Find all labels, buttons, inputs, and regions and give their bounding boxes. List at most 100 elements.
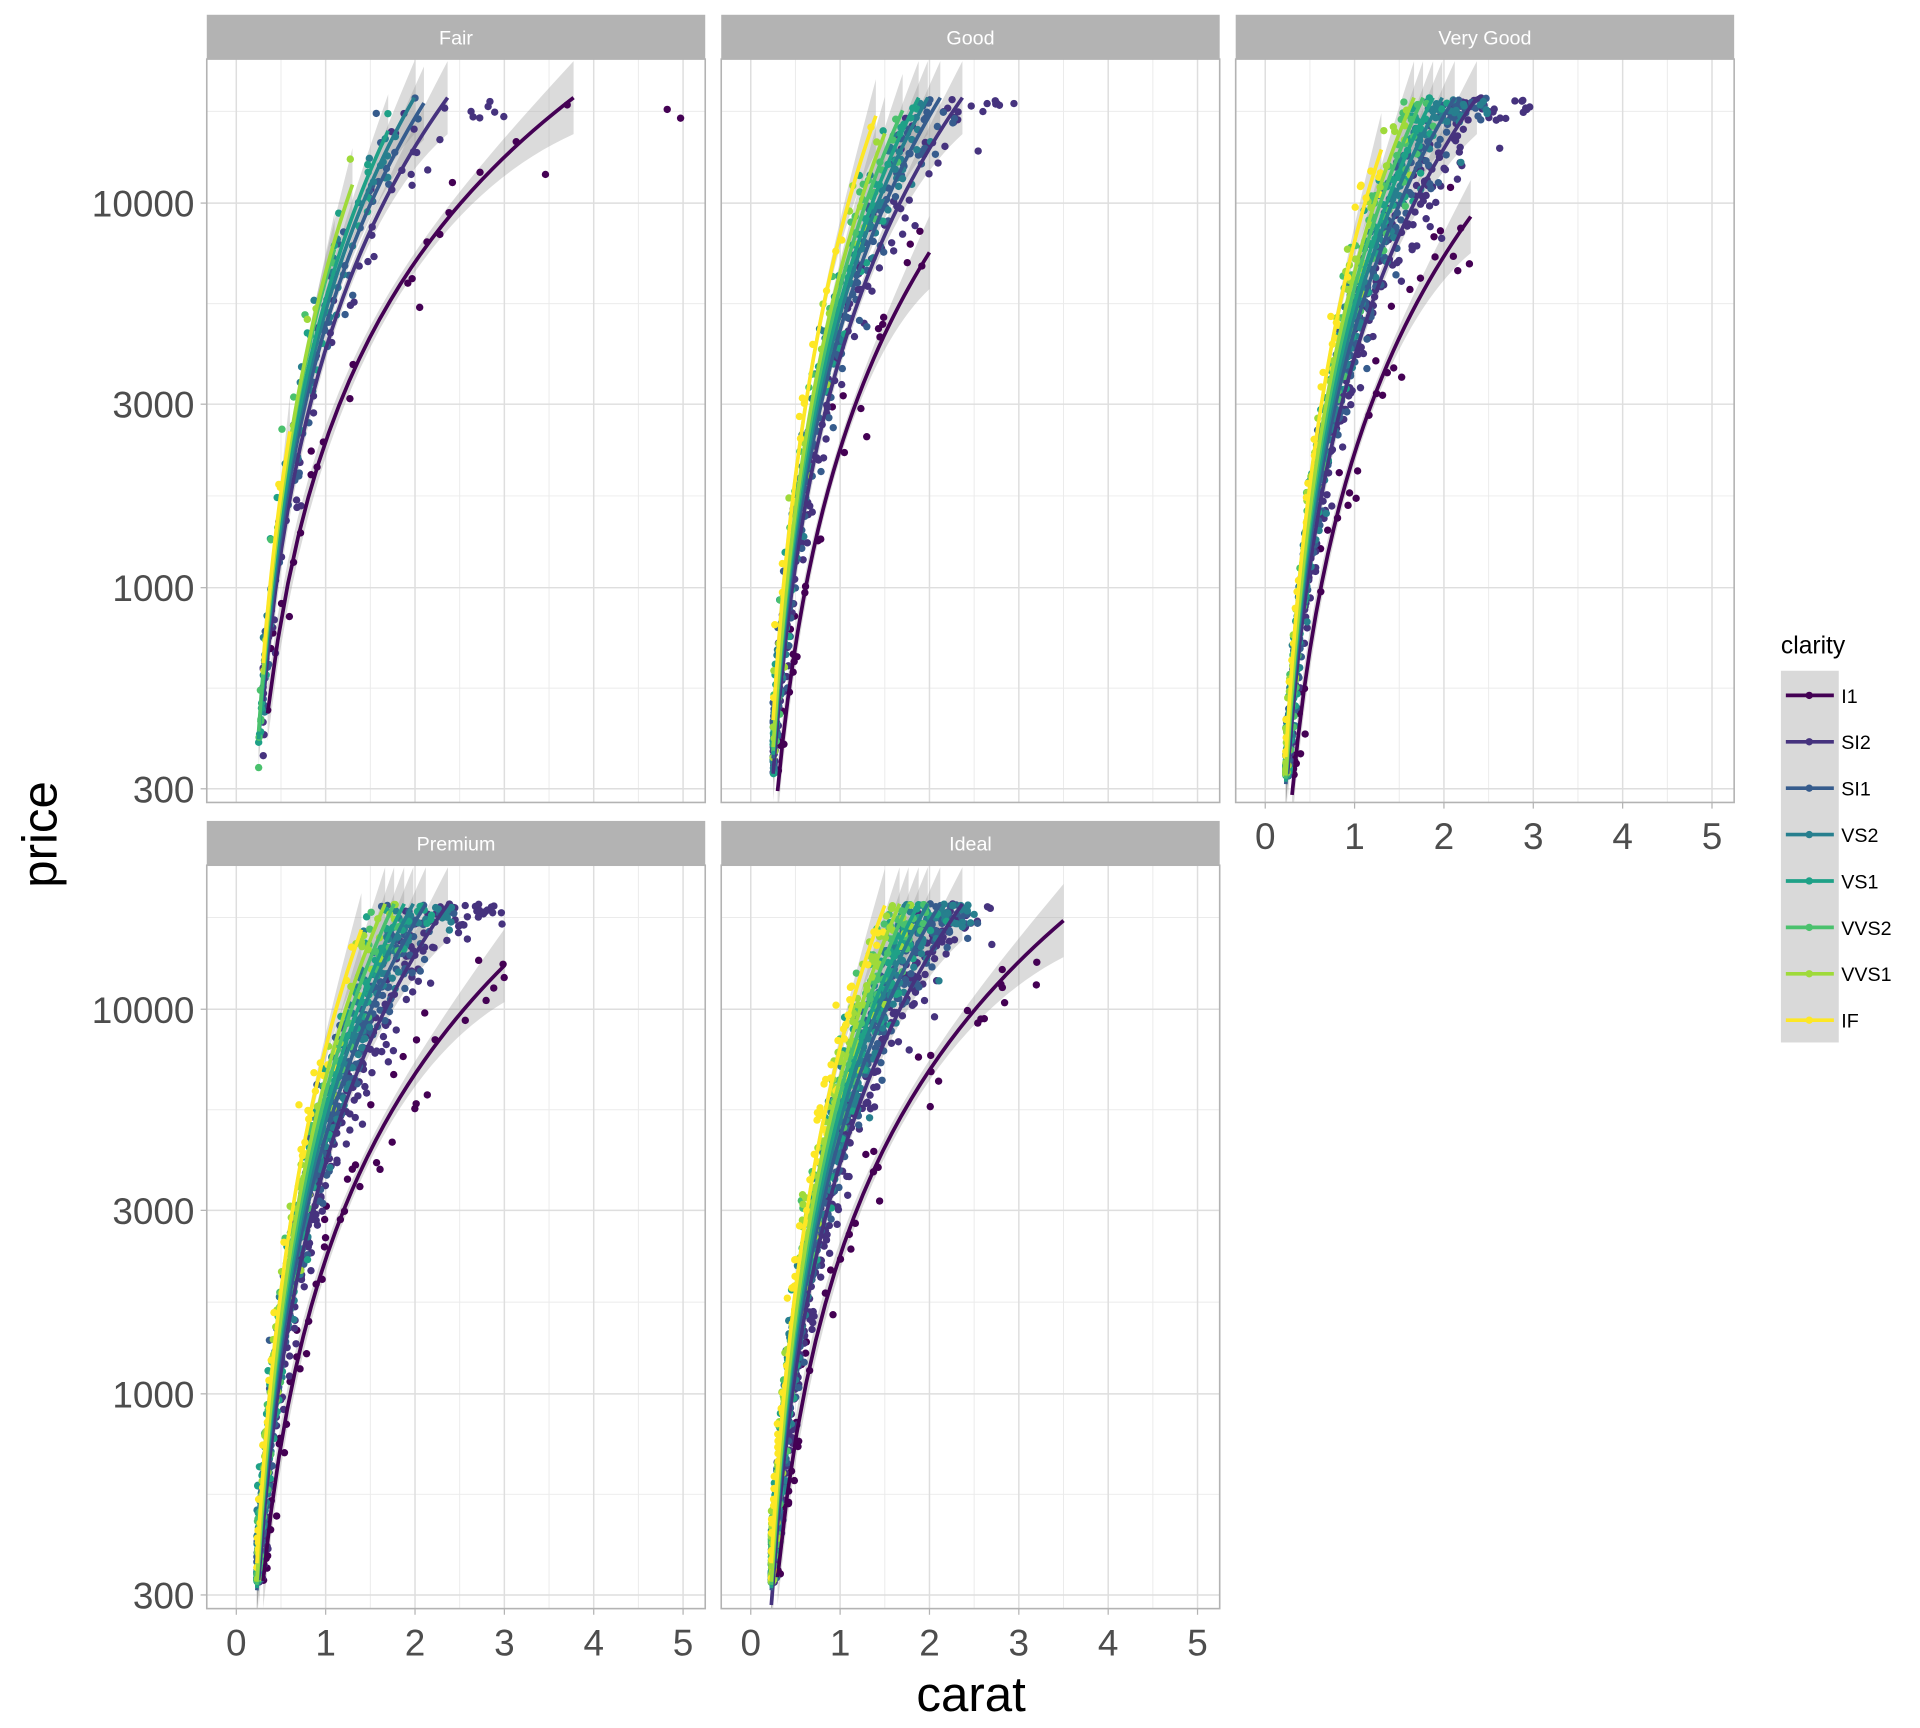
data-point-i1 (272, 1512, 281, 1520)
data-point-si1 (1363, 364, 1371, 373)
data-point-i1 (448, 178, 457, 187)
data-point-si2 (469, 113, 477, 121)
data-point-si2 (1464, 116, 1472, 124)
data-point-si2 (361, 1082, 369, 1091)
data-point-i1 (663, 105, 671, 114)
gridlines (721, 59, 1220, 803)
data-point-si2 (460, 921, 468, 929)
data-point-vs1 (303, 1256, 312, 1264)
data-point-i1 (1033, 958, 1041, 966)
data-point-si2 (1422, 215, 1430, 223)
data-point-si1 (1454, 96, 1463, 104)
data-point-si2 (967, 102, 975, 110)
smooth-line-if (1283, 148, 1384, 758)
data-point-si1 (795, 1383, 803, 1392)
ribbon-i1 (267, 61, 574, 741)
data-point-si1 (950, 114, 959, 123)
data-point-si2 (934, 159, 942, 167)
data-point-i1 (343, 1175, 352, 1183)
data-point-si1 (372, 109, 380, 118)
data-point-vs2 (310, 296, 318, 305)
data-point-si2 (898, 1012, 907, 1020)
facet-strip (206, 14, 706, 60)
x-tick-label: 2 (1434, 816, 1455, 857)
data-point-i1 (801, 1349, 810, 1357)
data-point-si2 (945, 937, 954, 946)
panel-border (720, 58, 1221, 804)
data-point-i1 (367, 1101, 375, 1109)
data-point-i1 (474, 956, 483, 965)
gridlines (721, 865, 1220, 1609)
facet-panel-good: Good (720, 14, 1221, 804)
data-point-si2 (825, 1249, 834, 1258)
data-point-si2 (930, 1013, 939, 1021)
data-point-si2 (1393, 258, 1401, 267)
data-point-si2 (318, 1207, 326, 1215)
data-point-i1 (1353, 467, 1362, 475)
smooth-line-if (771, 115, 878, 721)
data-point-vs1 (862, 259, 871, 267)
data-point-vvs1 (1380, 126, 1388, 135)
smooth-line-i1 (1290, 215, 1473, 796)
data-point-i1 (320, 1243, 329, 1251)
data-point-vs2 (391, 907, 400, 915)
smooth-lines (255, 902, 506, 1591)
data-point-vs1 (879, 127, 887, 135)
data-point-si2 (436, 135, 444, 144)
data-point-vs2 (964, 901, 972, 909)
data-point-vs2 (1482, 106, 1490, 114)
data-point-si2 (351, 1113, 359, 1122)
data-point-vs2 (365, 1023, 374, 1031)
data-point-vs1 (362, 913, 371, 921)
data-point-vvs1 (358, 943, 366, 951)
data-point-si2 (358, 1120, 367, 1128)
data-point-vs2 (394, 968, 403, 976)
data-point-si2 (382, 1040, 390, 1049)
data-point-vs2 (889, 1000, 897, 1008)
data-point-si2 (1432, 198, 1440, 207)
data-point-i1 (916, 227, 924, 235)
data-point-vs2 (361, 1034, 369, 1043)
facet-strip-label: Fair (439, 27, 473, 49)
smooth-line-i1 (261, 964, 506, 1582)
data-point-si2 (350, 298, 358, 306)
data-point-si1 (878, 1076, 886, 1084)
data-point-i1 (423, 1091, 431, 1099)
ribbon-i1 (263, 929, 505, 1609)
data-point-i1 (412, 1100, 420, 1108)
data-point-si2 (870, 1083, 878, 1092)
data-point-i1 (863, 433, 871, 441)
data-point-si2 (313, 1221, 322, 1229)
data-point-si2 (834, 1205, 843, 1214)
x-tick-label: 5 (1702, 816, 1723, 857)
y-tick-label: 300 (133, 1575, 195, 1616)
data-point-si1 (1442, 151, 1450, 159)
data-point-si2 (988, 940, 996, 949)
data-point-vvs2 (254, 763, 263, 772)
smooth-lines (256, 96, 575, 740)
data-point-si2 (285, 1372, 294, 1380)
data-point-i1 (926, 1102, 934, 1111)
data-point-i1 (879, 313, 888, 322)
smooth-line-if (255, 929, 364, 1564)
data-point-i1 (500, 973, 508, 982)
data-point-si2 (843, 1172, 851, 1181)
data-point-i1 (847, 1245, 855, 1253)
data-point-si1 (973, 919, 982, 928)
data-point-si2 (810, 1312, 818, 1320)
x-tick-label: 0 (226, 1622, 247, 1663)
data-point-vs2 (913, 146, 921, 154)
data-point-si2 (1359, 349, 1368, 358)
confidence-ribbons (258, 61, 574, 767)
smooth-line-if (261, 431, 292, 664)
data-point-si2 (819, 454, 828, 462)
data-point-si1 (1424, 161, 1433, 169)
data-point-si2 (384, 1058, 393, 1066)
data-point-si2 (875, 264, 884, 272)
data-point-vs2 (898, 174, 907, 183)
ribbon-si2 (773, 61, 963, 802)
data-point-vs2 (970, 910, 978, 919)
data-point-si2 (808, 508, 816, 516)
data-point-i1 (499, 960, 507, 968)
